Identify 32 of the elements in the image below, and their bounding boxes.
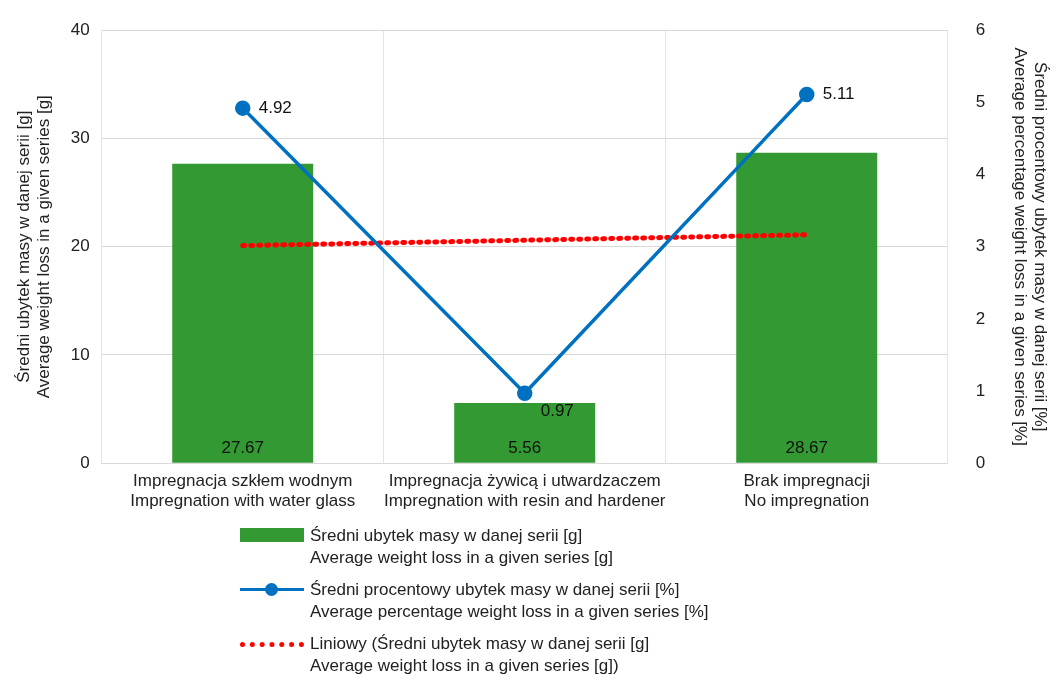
y2-tick-label: 4 bbox=[975, 164, 986, 184]
legend-label: Liniowy (Średni ubytek masy w danej serii [g] Average weight loss in a given series [g]) bbox=[310, 633, 650, 677]
y2-tick-label: 0 bbox=[975, 452, 986, 472]
y2-tick-label: 6 bbox=[975, 19, 986, 39]
point bbox=[234, 100, 251, 116]
y2-tick-label: 2 bbox=[975, 308, 986, 328]
point bbox=[798, 86, 815, 103]
y2-tick-label: 5 bbox=[975, 92, 986, 112]
y2-tick-label: 1 bbox=[975, 380, 986, 400]
data-label: 4.92 bbox=[258, 97, 292, 117]
y-tick-label: 20 bbox=[70, 236, 90, 256]
legend-label: Średni procentowy ubytek masy w danej serii [%] Average percentage weight loss in a given series [%] bbox=[310, 579, 709, 623]
y2-axis-title: Średni procentowy ubytek masy w danej serii [%] Average percentage weight loss in a given series [%] bbox=[1010, 47, 1051, 446]
point bbox=[516, 385, 533, 401]
data-label: 0.97 bbox=[540, 400, 574, 420]
x-tick-label: Impregnacja żywicą i utwardzaczem Impregnation with resin and hardener bbox=[383, 471, 666, 511]
x-tick-label: Brak impregnacji No impregnation bbox=[743, 471, 871, 511]
data-label: 5.56 bbox=[508, 437, 542, 457]
data-label: 27.67 bbox=[221, 437, 264, 457]
bar bbox=[172, 163, 314, 463]
data-label: 5.11 bbox=[822, 84, 855, 104]
y-tick-label: 30 bbox=[70, 128, 90, 148]
bar bbox=[736, 152, 878, 463]
legend-label: Średni ubytek masy w danej serii [g] Average weight loss in a given series [g] bbox=[310, 525, 614, 569]
data-label: 28.67 bbox=[785, 437, 829, 457]
y2-tick-label: 3 bbox=[975, 236, 986, 256]
y-axis-title: Średni ubytek masy w danej serii [g] Average weight loss in a given series [g] bbox=[13, 95, 54, 399]
y-tick-label: 10 bbox=[70, 344, 90, 364]
bar bbox=[454, 403, 596, 463]
x-tick-label: Impregnacja szkłem wodnym Impregnation with water glass bbox=[130, 471, 356, 511]
y-tick-label: 0 bbox=[80, 452, 90, 472]
y-tick-label: 40 bbox=[70, 19, 90, 39]
